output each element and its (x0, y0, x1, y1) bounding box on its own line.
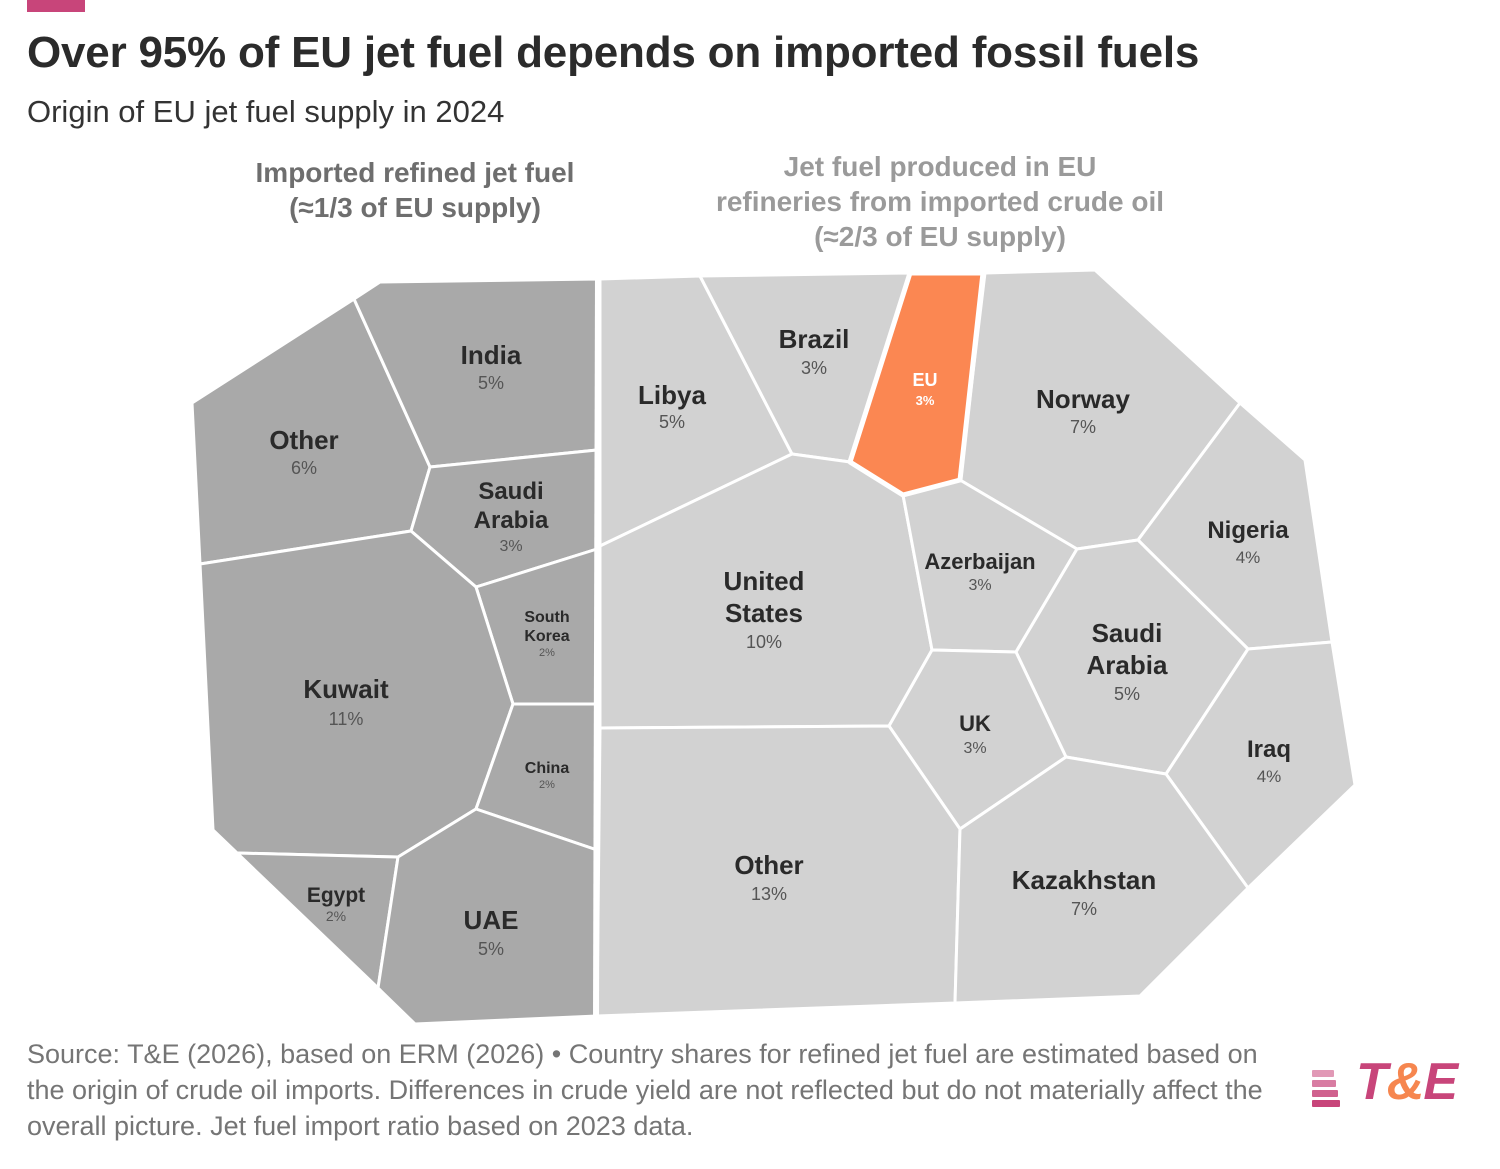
group-label-line: (≈2/3 of EU supply) (814, 221, 1066, 252)
cell-eu[interactable] (847, 270, 986, 498)
cell-egypt[interactable] (235, 851, 400, 990)
group-divider (593, 275, 601, 1021)
group-label-eu-refined: Jet fuel produced in EU refineries from … (660, 149, 1220, 254)
label-kazakhstan: Kazakhstan (1012, 865, 1157, 895)
label-china: China (525, 760, 570, 777)
group-label-line: Jet fuel produced in EU (783, 151, 1097, 182)
cell-kazakhstan[interactable] (953, 755, 1250, 1005)
label-saudi-arabia-crude: Saudi (1092, 618, 1163, 648)
chart-subtitle: Origin of EU jet fuel supply in 2024 (27, 94, 505, 129)
accent-bar (27, 0, 85, 12)
label-brazil: Brazil (779, 324, 850, 354)
label-south-korea: South (524, 609, 569, 626)
label-united-states-2: States (725, 598, 803, 628)
label-uk: UK (959, 711, 991, 736)
label-kuwait: Kuwait (303, 674, 389, 704)
group-label-line: refineries from imported crude oil (715, 186, 1165, 217)
value-libya: 5% (659, 412, 685, 432)
value-south-korea: 2% (539, 647, 555, 659)
label-uae: UAE (464, 905, 519, 935)
group-imported-refined (190, 277, 599, 1026)
label-other-crude: Other (734, 850, 803, 880)
label-eu: EU (912, 370, 937, 390)
value-uk: 3% (963, 740, 986, 757)
label-saudi-arabia-refined: Saudi (478, 478, 543, 505)
value-saudi-arabia-refined: 3% (499, 538, 522, 555)
label-saudi-arabia-crude-2: Arabia (1087, 650, 1168, 680)
label-azerbaijan: Azerbaijan (924, 549, 1035, 574)
value-eu: 3% (916, 393, 935, 408)
label-south-korea-2: Korea (524, 628, 569, 645)
value-kuwait: 11% (329, 709, 364, 729)
group-label-line: (≈1/3 of EU supply) (289, 192, 541, 223)
logo-wordmark: T&E (1356, 1053, 1458, 1111)
value-nigeria: 4% (1236, 548, 1261, 567)
group-eu-refined (595, 268, 1357, 1018)
label-india: India (461, 340, 522, 370)
value-brazil: 3% (801, 358, 827, 378)
label-nigeria: Nigeria (1207, 517, 1289, 544)
value-uae: 5% (478, 939, 504, 959)
value-kazakhstan: 7% (1071, 899, 1097, 919)
value-other-crude: 13% (751, 884, 787, 904)
value-azerbaijan: 3% (968, 577, 991, 594)
te-logo: T&E (1312, 1053, 1477, 1113)
value-other-refined: 6% (291, 458, 317, 478)
value-india: 5% (478, 373, 504, 393)
chart-title: Over 95% of EU jet fuel depends on impor… (27, 28, 1200, 77)
value-united-states: 10% (746, 632, 782, 652)
label-united-states: United (724, 566, 805, 596)
source-note: Source: T&E (2026), based on ERM (2026) … (27, 1039, 1263, 1141)
group-label-line: Imported refined jet fuel (255, 157, 575, 188)
label-libya: Libya (638, 380, 706, 410)
value-egypt: 2% (326, 908, 346, 924)
value-china: 2% (539, 779, 555, 791)
value-norway: 7% (1070, 417, 1096, 437)
label-saudi-arabia-refined-2: Arabia (474, 507, 549, 534)
label-egypt: Egypt (307, 884, 365, 907)
label-norway: Norway (1036, 384, 1130, 414)
label-other-refined: Other (269, 425, 338, 455)
group-label-imported-refined: Imported refined jet fuel (≈1/3 of EU su… (215, 155, 615, 225)
value-saudi-arabia-crude: 5% (1114, 684, 1140, 704)
cell-iraq[interactable] (1164, 640, 1357, 890)
label-iraq: Iraq (1247, 736, 1291, 763)
value-iraq: 4% (1257, 767, 1282, 786)
